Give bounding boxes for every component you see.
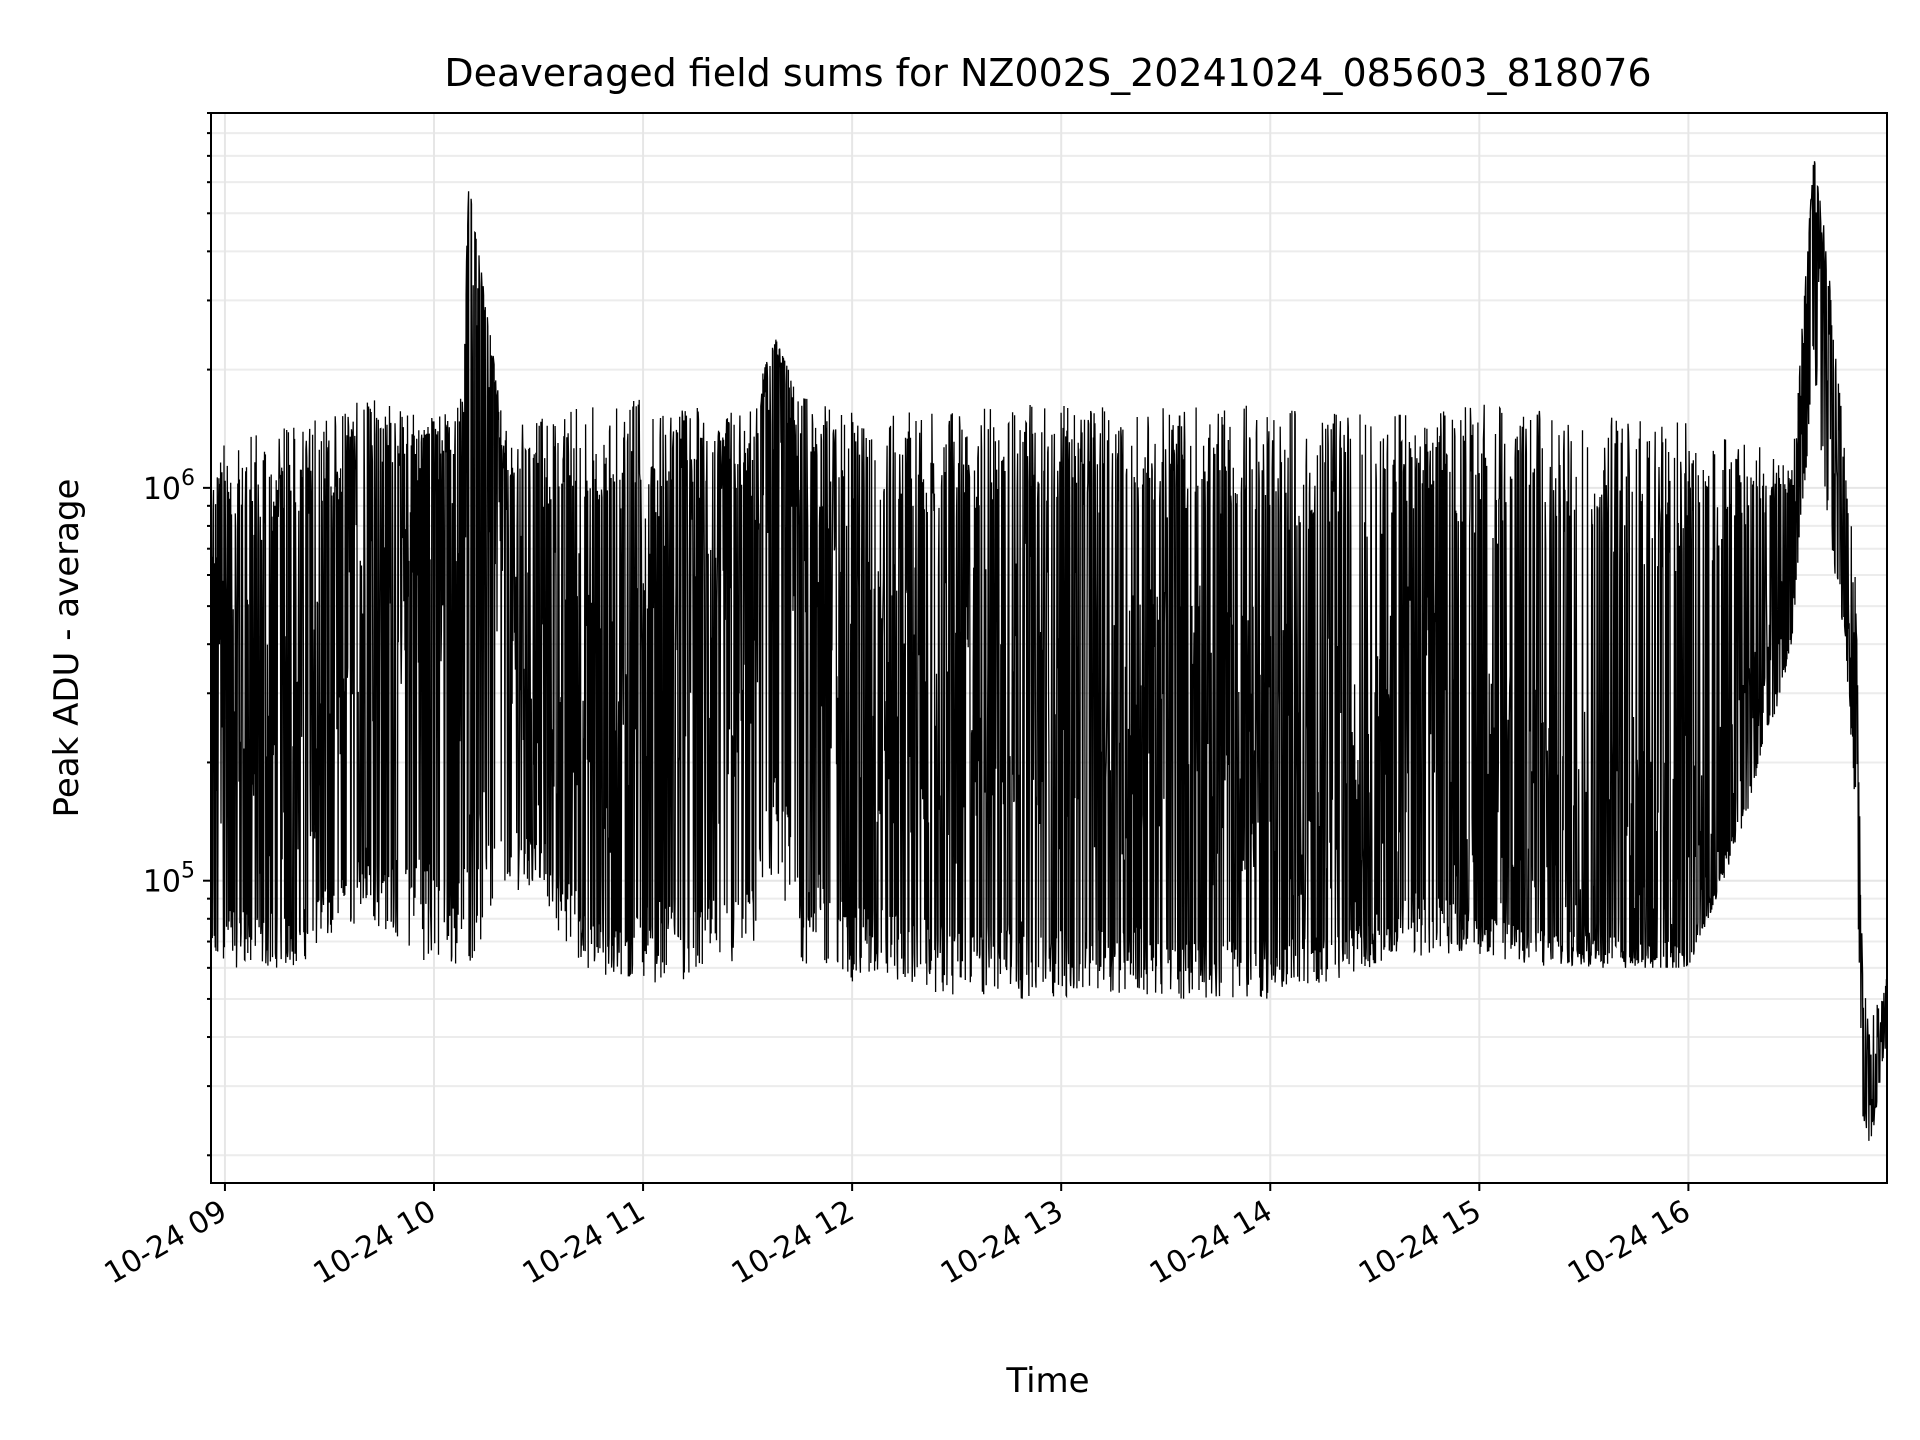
x-tick-label: 10-24 10 <box>308 1194 442 1292</box>
x-tick-label: 10-24 13 <box>935 1194 1069 1292</box>
y-tick-exponent: 6 <box>181 466 195 491</box>
x-tick-label: 10-24 14 <box>1144 1194 1278 1292</box>
x-axis: 10-24 09 10-24 10 10-24 11 10-24 12 10-24 13… <box>99 1183 1696 1292</box>
y-tick-base: 10 <box>143 865 181 900</box>
series-area <box>210 161 1888 1141</box>
series-line <box>210 161 1888 1141</box>
x-tick-label: 10-24 09 <box>99 1194 233 1292</box>
x-tick-label: 10-24 16 <box>1562 1194 1696 1292</box>
y-tick-base: 10 <box>143 472 181 507</box>
x-tick-label: 10-24 11 <box>517 1194 651 1292</box>
plot-frame <box>210 112 1888 1184</box>
y-tick-label: 106 <box>143 466 195 507</box>
x-tick-label: 10-24 12 <box>726 1194 860 1292</box>
y-axis-label: Peak ADU - average <box>47 479 87 818</box>
chart-title: Deaveraged field sums for NZ002S_2024102… <box>444 51 1651 95</box>
y-tick-label: 105 <box>143 859 195 900</box>
y-tick-exponent: 5 <box>181 859 195 884</box>
x-tick-label: 10-24 15 <box>1353 1194 1487 1292</box>
x-axis-label: Time <box>1005 1361 1089 1401</box>
